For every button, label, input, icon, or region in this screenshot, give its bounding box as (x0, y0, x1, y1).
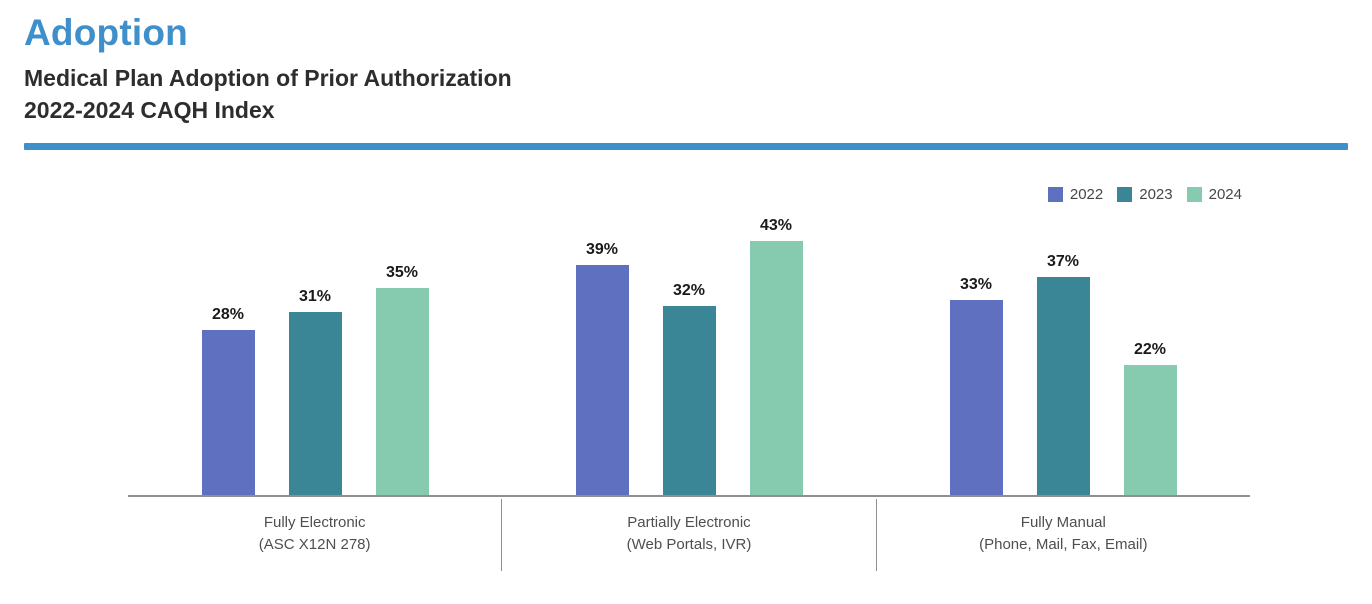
bar-with-label: 28% (201, 305, 255, 495)
page-title: Adoption (24, 12, 188, 53)
bar-with-label: 35% (375, 263, 429, 495)
bar-with-label: 31% (288, 287, 342, 495)
bar-value-label: 33% (959, 275, 993, 293)
subtitle-line-2: 2022-2024 CAQH Index (24, 96, 275, 123)
bar-with-label: 39% (575, 240, 629, 495)
bar-value-label: 22% (1133, 340, 1167, 358)
category-label-line-2: (ASC X12N 278) (258, 535, 371, 553)
category-label-line-2: (Web Portals, IVR) (626, 535, 752, 553)
chart-subtitle: Medical Plan Adoption of Prior Authoriza… (24, 62, 1348, 126)
legend-swatch (1047, 186, 1063, 202)
category-label: Fully Electronic (ASC X12N 278) (128, 499, 501, 571)
category-label-line-1: Fully Electronic (263, 513, 366, 531)
bar-value-label: 39% (585, 240, 619, 258)
bar (201, 329, 255, 495)
bar (575, 264, 629, 495)
bar (375, 287, 429, 495)
bar-value-label: 37% (1046, 252, 1080, 270)
bar-value-label: 43% (759, 216, 793, 234)
bar-value-label: 31% (298, 287, 332, 305)
legend-label: 2023 (1139, 185, 1173, 203)
bar (662, 305, 716, 495)
category-label-line-2: (Phone, Mail, Fax, Email) (979, 535, 1148, 553)
chart-legend: 2022 2023 2024 (1047, 185, 1242, 203)
bar (1123, 364, 1177, 495)
legend-item: 2024 (1186, 185, 1242, 203)
legend-label: 2022 (1069, 185, 1104, 203)
bar-with-label: 43% (749, 216, 803, 495)
category-label: Fully Manual (Phone, Mail, Fax, Email) (875, 498, 1250, 571)
bar (288, 311, 342, 495)
bar-with-label: 37% (1036, 252, 1090, 495)
legend-swatch (1117, 186, 1133, 202)
category-labels-row: Fully Electronic (ASC X12N 278) Partially … (128, 498, 1250, 571)
grouped-bar-chart: 2022 2023 2024 28% 31% 35% 39% 32% 43% 33% 37% 22%… (128, 150, 1250, 571)
legend-label: 2024 (1208, 185, 1242, 203)
category-label-line-1: Fully Manual (1020, 513, 1106, 531)
bar-with-label: 32% (662, 281, 716, 495)
bar-with-label: 22% (1123, 340, 1177, 495)
header: Adoption Medical Plan Adoption of Prior … (0, 0, 1372, 126)
legend-item: 2023 (1117, 185, 1173, 203)
bar (949, 299, 1003, 495)
bar-value-label: 35% (385, 263, 419, 281)
accent-divider-rule (24, 142, 1348, 150)
bar-with-label: 33% (949, 275, 1003, 495)
legend-swatch (1186, 186, 1202, 202)
bar-group: 33% 37% 22% (949, 252, 1177, 495)
subtitle-line-1: Medical Plan Adoption of Prior Authoriza… (24, 64, 512, 91)
bar (749, 240, 803, 495)
bar (1036, 276, 1090, 495)
category-label: Partially Electronic (Web Portals, IVR) (501, 498, 875, 571)
bar-group: 39% 32% 43% (575, 216, 803, 495)
legend-item: 2022 (1047, 185, 1104, 203)
category-label-line-1: Partially Electronic (627, 513, 751, 531)
bar-value-label: 28% (211, 305, 245, 323)
bar-group: 28% 31% 35% (201, 263, 429, 495)
plot-area: 28% 31% 35% 39% 32% 43% 33% 37% 22% (128, 150, 1250, 497)
bar-value-label: 32% (672, 281, 706, 299)
